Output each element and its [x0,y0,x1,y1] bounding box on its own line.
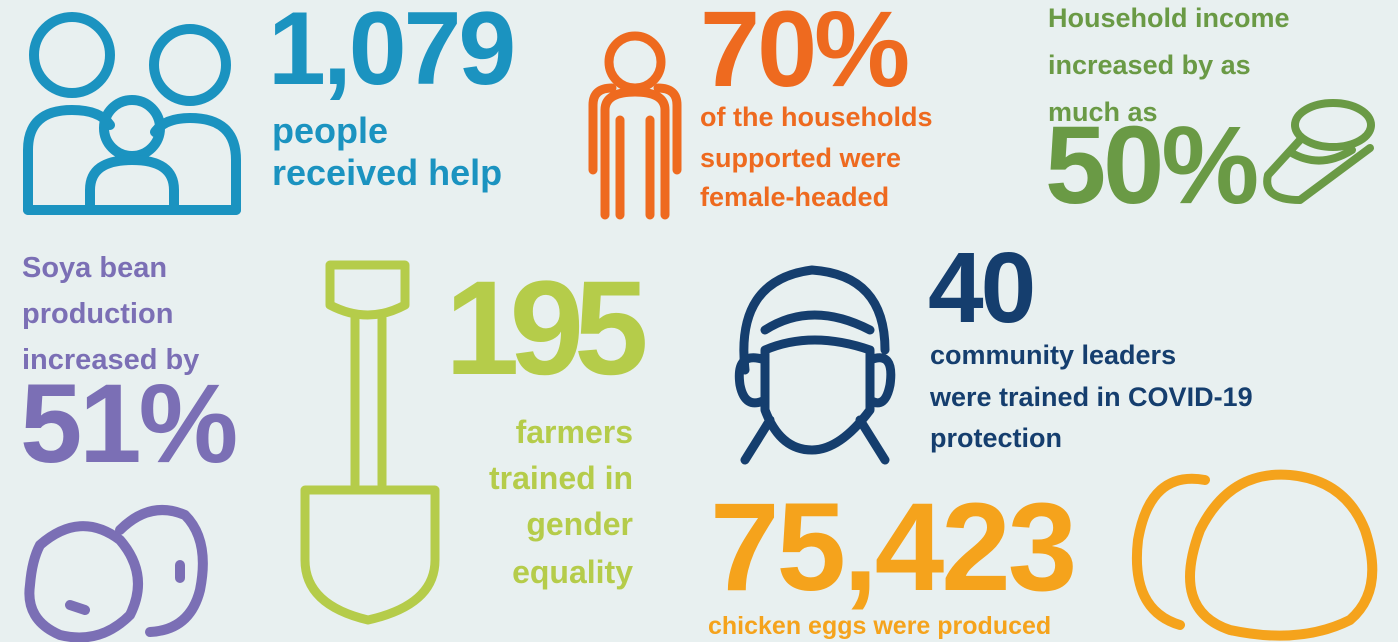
mask-icon [734,265,896,465]
person-icon [588,31,682,220]
stat-caption: farmers [515,414,633,450]
stat-caption: received help [272,152,503,193]
stat-caption: of the households [700,102,933,132]
shovel-icon [300,260,440,625]
stat-caption: community leaders [930,340,1177,370]
stat-lead: increased by as [1048,50,1251,80]
family-icon [23,12,241,215]
stat-lead: production [22,298,174,330]
stat-caption: trained in [488,460,633,496]
stat-value: 195 [445,254,649,403]
stat-value: 1,079 [268,0,516,107]
stat-value: 40 [928,232,1036,344]
stat-value: 75,423 [710,478,1077,617]
stat-caption: equality [512,554,633,590]
stat-caption: supported were [700,143,902,173]
stat-lead: Household income [1048,3,1290,33]
stat-caption: chicken eggs were produced [708,612,1052,640]
stat-lead: increased by [22,344,200,376]
stat-caption: protection [930,423,1062,453]
coins-icon [1263,99,1375,204]
potatoes-icon [24,505,208,642]
stat-value: 70% [700,0,910,109]
stat-value: 51% [20,361,238,486]
stat-caption: female-headed [700,182,890,212]
stat-lead: much as [1048,97,1158,127]
stat-caption: people [272,110,389,151]
stat-lead: Soya bean [22,252,168,284]
stat-value: 50% [1045,104,1259,227]
stat-caption: gender [526,506,633,542]
eggs-icon [1132,469,1378,641]
stat-caption: were trained in COVID-19 [930,382,1253,412]
